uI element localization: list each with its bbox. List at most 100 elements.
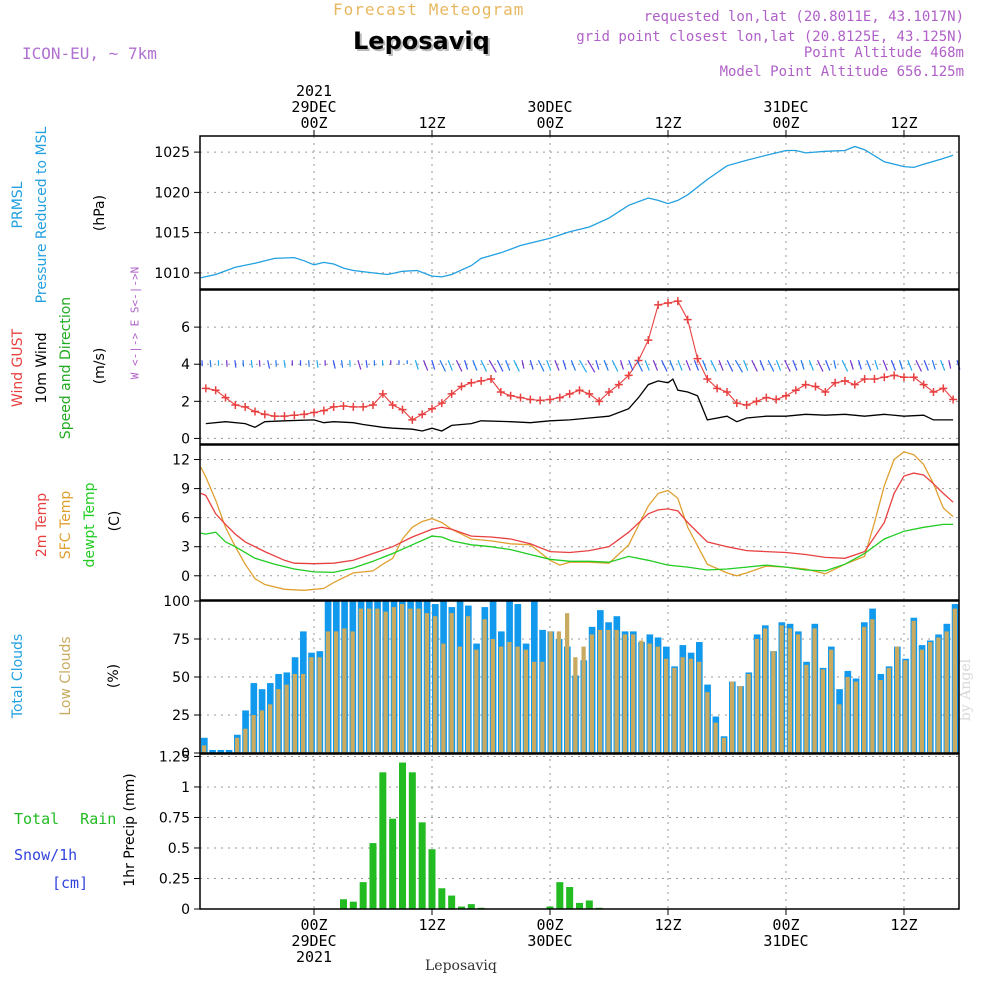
gust-marker bbox=[654, 300, 663, 309]
y-tick-label: 1015 bbox=[154, 226, 190, 242]
wind-arrow bbox=[759, 359, 765, 371]
low-cloud-bar bbox=[804, 664, 809, 753]
gust-marker bbox=[801, 380, 810, 389]
low-cloud-bar bbox=[820, 669, 825, 753]
precip-bar bbox=[438, 888, 446, 909]
total-cloud-bar bbox=[209, 749, 216, 753]
precip-bar bbox=[556, 882, 564, 909]
low-cloud-bar bbox=[433, 616, 438, 753]
wind-arrow bbox=[710, 359, 717, 372]
low-cloud-bar bbox=[680, 657, 685, 753]
wind-arrow bbox=[209, 360, 212, 368]
clouds-frame bbox=[199, 600, 960, 754]
gust-marker bbox=[467, 378, 476, 387]
precip-bar bbox=[428, 849, 436, 909]
low-cloud-bar bbox=[301, 673, 306, 753]
total-cloud-bar bbox=[217, 749, 225, 753]
y-tick-label: 0 bbox=[181, 746, 190, 762]
top-time-label: 31DEC bbox=[763, 98, 808, 116]
gust-marker bbox=[310, 408, 318, 417]
y-tick-label: 50 bbox=[172, 670, 190, 686]
wind-arrow bbox=[414, 360, 419, 370]
low-cloud-bar bbox=[367, 608, 372, 753]
y-tick-label: 0 bbox=[181, 902, 190, 918]
wind-arrow bbox=[537, 359, 545, 372]
footer-location: Leposaviq bbox=[425, 958, 497, 974]
gust-marker bbox=[329, 402, 338, 411]
gust-marker bbox=[840, 376, 849, 385]
low-cloud-bar bbox=[251, 715, 256, 753]
wind-arrow bbox=[702, 359, 708, 371]
gust-marker bbox=[427, 404, 436, 413]
low-cloud-bar bbox=[598, 629, 603, 753]
top-time-label: 30DEC bbox=[527, 98, 572, 116]
gust-marker bbox=[870, 375, 879, 384]
wind-arrow bbox=[792, 359, 798, 371]
point-altitude: Point Altitude 468m bbox=[803, 45, 964, 61]
wind-arrow bbox=[677, 359, 683, 371]
axes: 1010 1015 1020 1025 0 2 4 6 0 3 6 9 12 0 25 50 75 100 0 0.2… bbox=[154, 82, 960, 966]
low-cloud-bar bbox=[919, 649, 924, 753]
low-cloud-bar bbox=[639, 640, 644, 753]
gust-marker bbox=[260, 410, 269, 419]
wind-arrow bbox=[857, 360, 862, 370]
low-cloud-bar bbox=[928, 642, 933, 753]
low-cloud-bar bbox=[309, 657, 314, 753]
precip-bar bbox=[575, 902, 583, 909]
y-tick-label: 0.25 bbox=[159, 871, 190, 887]
wind-arrow bbox=[546, 359, 552, 371]
wind-arrow bbox=[513, 359, 520, 372]
top-time-label: 00Z bbox=[772, 114, 799, 132]
wind-arrow bbox=[890, 359, 897, 371]
wind-arrow bbox=[882, 359, 888, 371]
gust-marker bbox=[437, 399, 446, 408]
gust-marker bbox=[939, 384, 948, 393]
wind-arrow bbox=[250, 360, 253, 368]
bottom-time-label: 12Z bbox=[890, 916, 917, 934]
wind-panel bbox=[201, 297, 961, 432]
gust-marker bbox=[457, 382, 466, 391]
gust-marker bbox=[496, 388, 505, 397]
low-cloud-bar bbox=[466, 616, 471, 753]
gust-marker bbox=[270, 412, 279, 421]
wind-arrow bbox=[603, 359, 609, 371]
wind-arrow bbox=[464, 360, 469, 370]
y-tick-label: 1020 bbox=[154, 185, 190, 201]
low-cloud-bar bbox=[655, 646, 660, 753]
low-cloud-bar bbox=[796, 634, 801, 753]
gust-marker bbox=[595, 397, 604, 406]
low-cloud-bar bbox=[499, 646, 504, 753]
wind-arrow bbox=[496, 359, 504, 372]
low-cloud-bar bbox=[284, 684, 289, 753]
wind-arrow bbox=[652, 359, 659, 371]
wind-frame bbox=[199, 289, 960, 445]
gust-marker bbox=[821, 388, 830, 397]
low-cloud-bar bbox=[895, 646, 900, 753]
wind-arrow bbox=[718, 359, 724, 371]
wind-arrow bbox=[866, 359, 872, 371]
bottom-time-label: 00Z bbox=[536, 916, 563, 934]
low-cloud-bar bbox=[325, 631, 330, 753]
low-cloud-bar bbox=[334, 631, 339, 753]
gust-marker bbox=[811, 382, 820, 391]
low-cloud-bar bbox=[292, 673, 297, 753]
wind-arrow bbox=[734, 359, 743, 373]
wind-arrow bbox=[898, 360, 904, 370]
low-cloud-bar bbox=[952, 608, 957, 753]
gust-marker bbox=[201, 384, 210, 393]
requested-coordinates: requested lon,lat (20.8011E, 43.1017N) bbox=[643, 9, 964, 25]
low-cloud-bar bbox=[424, 613, 429, 753]
low-cloud-bar bbox=[532, 661, 537, 753]
low-cloud-bar bbox=[763, 628, 768, 753]
low-cloud-bar bbox=[507, 642, 512, 753]
low-cloud-bar bbox=[276, 689, 281, 753]
low-cloud-bar bbox=[672, 667, 677, 753]
low-cloud-bar bbox=[911, 620, 916, 753]
y-tick-label: 6 bbox=[181, 511, 190, 527]
gust-marker bbox=[486, 375, 495, 384]
low-cloud-bar bbox=[829, 649, 834, 753]
wind-arrow bbox=[808, 359, 814, 371]
gust-marker bbox=[890, 371, 899, 380]
model-point-altitude: Model Point Altitude 656.125m bbox=[719, 64, 964, 80]
precip-bar bbox=[379, 772, 387, 909]
